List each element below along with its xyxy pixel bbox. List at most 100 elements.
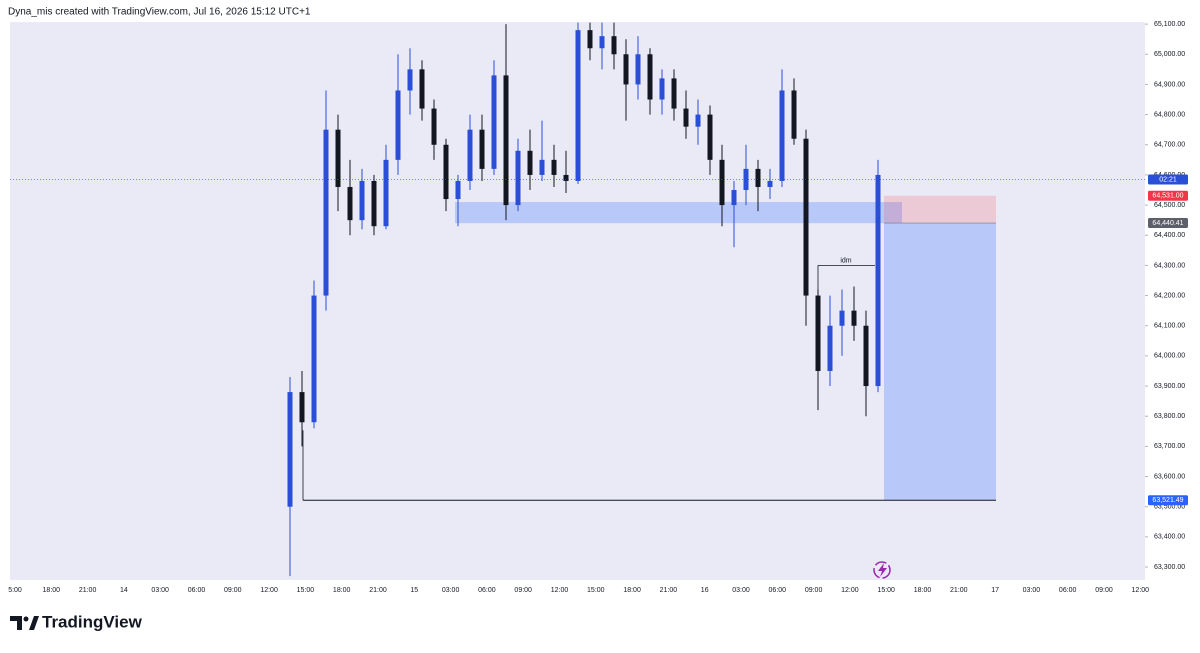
candle-body (827, 325, 833, 371)
x-tick-label: 06:00 (769, 587, 787, 594)
x-tick-label: 18:00 (333, 587, 351, 594)
price-tag (1148, 495, 1188, 506)
price-tag (1148, 190, 1188, 201)
x-tick-label: 5:00 (8, 587, 22, 594)
candle-body (875, 174, 881, 387)
x-tick-label: 03:00 (1023, 587, 1041, 594)
candle-body (647, 54, 653, 100)
y-tick-label: 63,400.00 (1154, 534, 1185, 541)
candle-body (383, 159, 389, 227)
x-tick-label: 09:00 (1095, 587, 1113, 594)
y-tick-label: 65,100.00 (1154, 21, 1185, 28)
x-tick-label: 21:00 (79, 587, 97, 594)
price-tag (1148, 174, 1188, 185)
x-tick-label: 03:00 (151, 587, 169, 594)
x-tick-label: 15:00 (587, 587, 605, 594)
y-tick-label: 63,700.00 (1154, 443, 1185, 450)
y-tick-label: 64,900.00 (1154, 81, 1185, 88)
x-tick-label: 15:00 (877, 587, 895, 594)
x-tick-label: 15:00 (297, 587, 315, 594)
candle-body (671, 78, 677, 109)
x-tick-label: 21:00 (950, 587, 968, 594)
candle-body (731, 190, 737, 206)
overlays: idm (10, 179, 1145, 501)
candle-body (803, 138, 809, 296)
price-tag-label: 64,440.41 (1152, 220, 1183, 227)
candle-body (479, 129, 485, 169)
y-tick-label: 64,800.00 (1154, 111, 1185, 118)
candle-body (455, 180, 461, 200)
candle-body (815, 295, 821, 371)
price-tag (1148, 218, 1188, 229)
x-tick-label: 12:00 (551, 587, 569, 594)
x-tick-label: 09:00 (224, 587, 242, 594)
candle-body (347, 186, 353, 221)
y-tick-label: 64,000.00 (1154, 353, 1185, 360)
x-tick-label: 16 (701, 587, 709, 594)
candle-body (659, 78, 665, 100)
candle-body (491, 75, 497, 169)
candle-body (335, 129, 341, 187)
y-tick-label: 64,500.00 (1154, 202, 1185, 209)
candle-body (791, 90, 797, 139)
x-tick-label: 17 (991, 587, 999, 594)
y-tick-label: 63,300.00 (1154, 564, 1185, 571)
y-tick-label: 64,700.00 (1154, 142, 1185, 149)
x-tick-label: 06:00 (478, 587, 496, 594)
price-tag-label: 02:21 (1159, 176, 1177, 183)
y-tick-label: 63,900.00 (1154, 383, 1185, 390)
candle-body (527, 150, 533, 175)
candle-body (635, 54, 641, 85)
y-tick-label: 64,300.00 (1154, 262, 1185, 269)
supply-zone (455, 202, 902, 224)
candle-body (563, 174, 569, 181)
replay-icon[interactable] (873, 561, 891, 579)
x-tick-label: 12:00 (1132, 587, 1150, 594)
stop-region (884, 195, 996, 224)
candle-body (623, 54, 629, 85)
candle-body (443, 144, 449, 200)
brand-logo: TradingView (10, 612, 143, 631)
candle-body (755, 168, 761, 187)
candle-body (503, 75, 509, 206)
regions (455, 195, 996, 501)
y-tick-label: 64,200.00 (1154, 292, 1185, 299)
candle-body (515, 150, 521, 206)
y-tick-label: 63,800.00 (1154, 413, 1185, 420)
x-tick-label: 09:00 (805, 587, 823, 594)
x-tick-label: 06:00 (1059, 587, 1077, 594)
x-tick-label: 03:00 (732, 587, 750, 594)
candle-body (311, 295, 317, 423)
x-tick-label: 03:00 (442, 587, 460, 594)
candle-body (767, 180, 773, 187)
candle-body (359, 180, 365, 221)
candle-body (863, 325, 869, 387)
x-tick-label: 06:00 (188, 587, 206, 594)
candle-body (575, 30, 581, 181)
candle-body (539, 159, 545, 175)
candle-body (707, 114, 713, 160)
y-tick-label: 65,000.00 (1154, 51, 1185, 58)
candle-body (407, 69, 413, 91)
candle-body (551, 159, 557, 175)
candle-body (467, 129, 473, 181)
candle-body (419, 69, 425, 109)
y-tick-label: 63,500.00 (1154, 504, 1185, 511)
candle-body (779, 90, 785, 181)
target-region (884, 223, 996, 501)
candle-body (599, 36, 605, 49)
x-tick-label: 18:00 (623, 587, 641, 594)
price-tag-label: 63,521.49 (1152, 497, 1183, 504)
candle-body (299, 392, 305, 423)
x-tick-label: 21:00 (369, 587, 387, 594)
candle-body (839, 310, 845, 326)
idm-label: idm (840, 257, 851, 264)
x-tick-label: 21:00 (660, 587, 678, 594)
candle-body (587, 30, 593, 49)
brand-name: TradingView (42, 612, 143, 631)
header-text: Dyna_mis created with TradingView.com, J… (8, 7, 311, 18)
y-tick-label: 63,600.00 (1154, 473, 1185, 480)
candle-body (695, 114, 701, 127)
x-tick-label: 14 (120, 587, 128, 594)
